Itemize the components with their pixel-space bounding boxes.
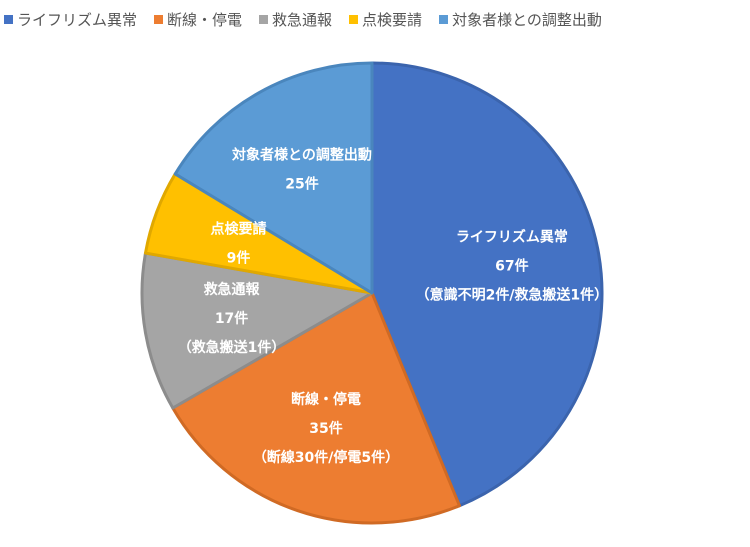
data-label: 断線・停電 35件 （断線30件/停電5件） (253, 391, 399, 466)
slice-coordination (173, 61, 374, 295)
chart-legend: ライフリズム異常 断線・停電 救急通報 点検要請 対象者様との調整出動 (4, 9, 602, 30)
data-label-line: 67件 (495, 257, 528, 274)
data-label-line: 17件 (215, 310, 248, 327)
data-label-line: （断線30件/停電5件） (253, 449, 399, 466)
slice-life-rhythm (370, 61, 604, 508)
data-label-line: 35件 (309, 420, 342, 437)
legend-label: 救急通報 (272, 11, 333, 29)
legend-label: ライフリズム異常 (17, 11, 138, 29)
slice-outage (171, 291, 461, 525)
data-label-line: 9件 (227, 249, 251, 266)
legend-label: 対象者様との調整出動 (452, 11, 602, 29)
legend-label: 点検要請 (362, 11, 423, 29)
legend-item-coordination: 対象者様との調整出動 (439, 9, 602, 30)
data-label-line: （救急搬送1件） (178, 339, 286, 356)
data-label: 救急通報 17件 （救急搬送1件） (178, 281, 286, 356)
data-label: 点検要請 9件 (211, 220, 267, 266)
data-label-line: （意識不明2件/救急搬送1件） (416, 286, 609, 303)
data-label-line: ライフリズム異常 (456, 228, 568, 245)
legend-item-outage: 断線・停電 (154, 9, 242, 30)
legend-swatch (349, 15, 359, 24)
legend-item-emergency: 救急通報 (259, 9, 332, 30)
data-label-line: 25件 (285, 175, 318, 192)
legend-swatch (154, 15, 164, 24)
legend-item-life-rhythm: ライフリズム異常 (4, 9, 137, 30)
legend-swatch (4, 15, 13, 24)
legend-swatch (439, 15, 449, 24)
data-label: 対象者様との調整出動 25件 (231, 146, 372, 192)
slice-emergency (140, 251, 374, 410)
data-label-line: 対象者様との調整出動 (231, 146, 372, 163)
data-label-line: 救急通報 (204, 281, 261, 298)
data-label-line: 点検要請 (211, 220, 267, 237)
data-label: ライフリズム異常 67件 （意識不明2件/救急搬送1件） (416, 228, 609, 303)
legend-item-inspection: 点検要請 (349, 9, 422, 30)
legend-swatch (259, 15, 269, 24)
legend-label: 断線・停電 (167, 11, 243, 29)
data-label-line: 断線・停電 (291, 391, 361, 408)
